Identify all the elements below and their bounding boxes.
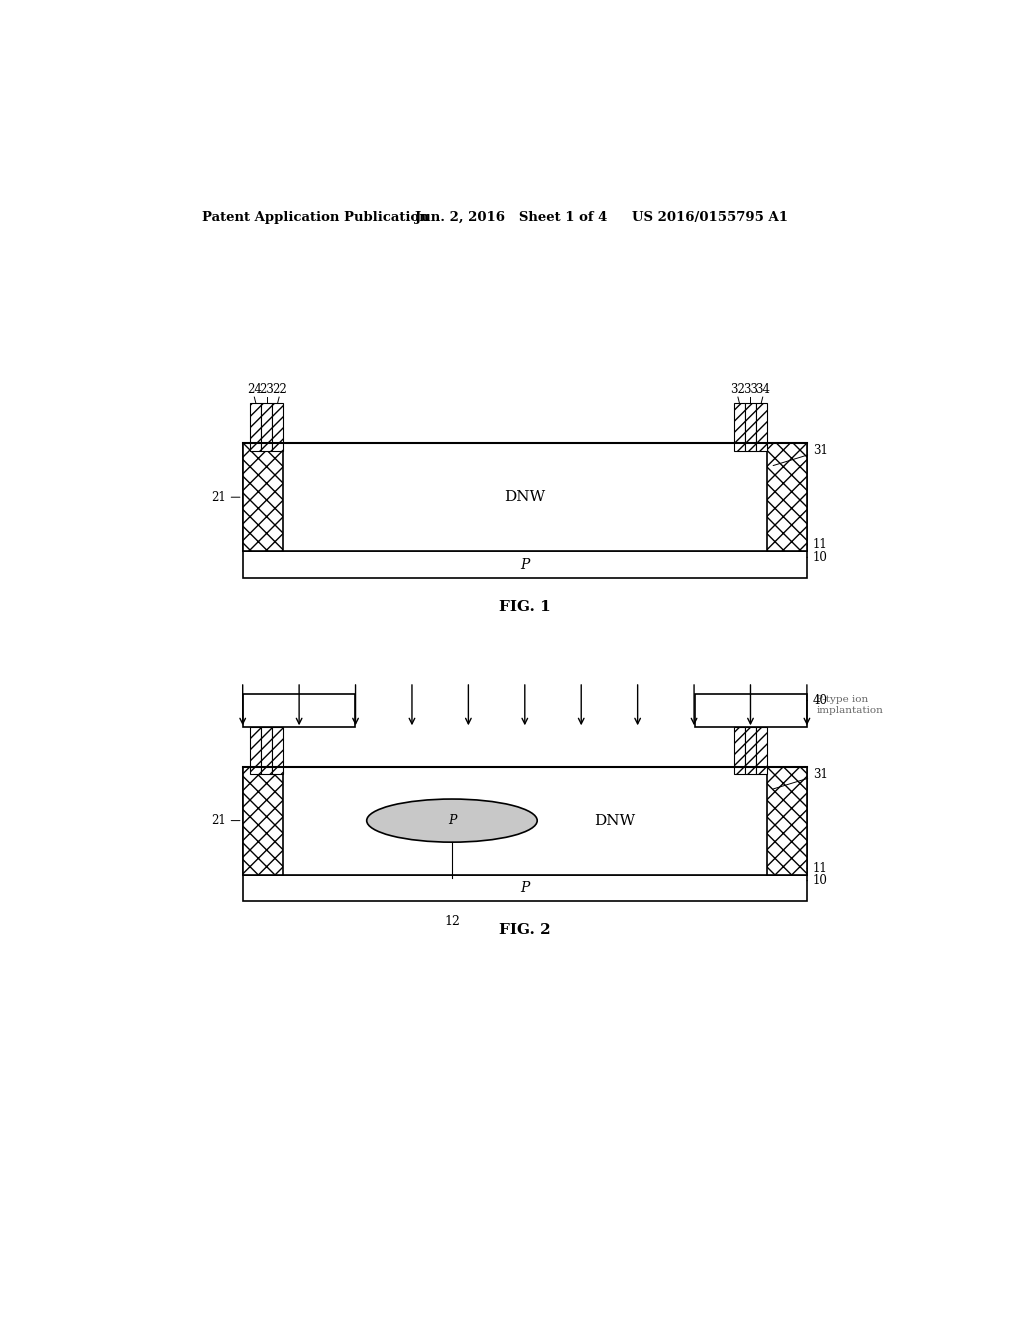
Text: DNW: DNW [594, 813, 635, 828]
Text: 32: 32 [730, 383, 745, 396]
Bar [767, 444, 807, 552]
Bar [734, 404, 744, 451]
Text: 21: 21 [211, 814, 240, 828]
Bar [243, 552, 807, 578]
Text: 21: 21 [211, 491, 240, 504]
Text: DNW: DNW [504, 490, 546, 504]
Text: P-type ion
implantation: P-type ion implantation [816, 696, 883, 715]
Text: 40: 40 [807, 694, 828, 708]
Text: 11: 11 [807, 539, 827, 552]
Bar [243, 874, 807, 902]
Bar [243, 444, 807, 552]
Text: 31: 31 [773, 445, 828, 466]
Bar [261, 404, 272, 451]
Bar [261, 726, 272, 775]
Text: US 2016/0155795 A1: US 2016/0155795 A1 [632, 211, 787, 224]
Bar [243, 694, 355, 726]
Text: 34: 34 [756, 383, 770, 396]
Bar [243, 767, 807, 874]
Text: 11: 11 [807, 862, 827, 875]
Text: 31: 31 [773, 768, 828, 789]
Bar [694, 694, 807, 726]
Text: P: P [520, 880, 529, 895]
Bar [744, 404, 756, 451]
Bar [272, 726, 283, 775]
Bar [767, 767, 807, 874]
Text: FIG. 1: FIG. 1 [499, 599, 551, 614]
Bar [744, 726, 756, 775]
Text: 10: 10 [807, 550, 828, 564]
Text: 33: 33 [742, 383, 758, 396]
Text: P: P [447, 814, 456, 828]
Bar [243, 444, 283, 552]
Bar [251, 404, 261, 451]
Bar [251, 726, 261, 775]
Text: P: P [520, 557, 529, 572]
Ellipse shape [367, 799, 538, 842]
Text: 12: 12 [444, 915, 460, 928]
Text: 22: 22 [271, 383, 287, 396]
Text: Jun. 2, 2016   Sheet 1 of 4: Jun. 2, 2016 Sheet 1 of 4 [415, 211, 607, 224]
Bar [756, 404, 767, 451]
Bar [272, 404, 283, 451]
Bar [243, 767, 283, 874]
Text: 24: 24 [247, 383, 262, 396]
Text: 10: 10 [807, 874, 828, 887]
Text: FIG. 2: FIG. 2 [499, 923, 551, 937]
Bar [756, 726, 767, 775]
Text: 23: 23 [259, 383, 274, 396]
Bar [734, 726, 744, 775]
Text: Patent Application Publication: Patent Application Publication [202, 211, 428, 224]
